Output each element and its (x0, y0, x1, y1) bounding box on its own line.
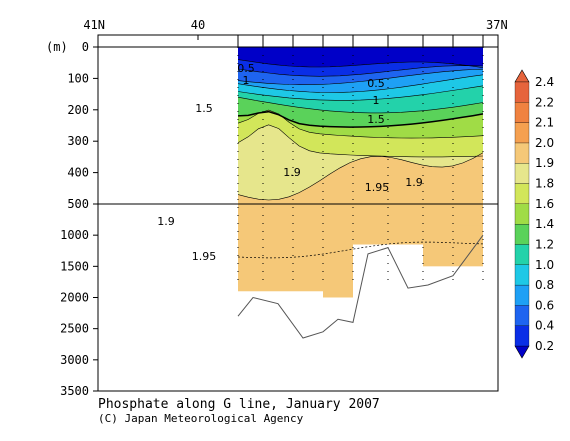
upper-band-9 (238, 124, 483, 200)
colorbar-bottom-arrow (514, 345, 530, 359)
station-markers (237, 35, 484, 286)
seafloor-line (237, 234, 484, 339)
colorbar-swatch-6 (514, 203, 530, 225)
colorbar-swatch-4 (514, 244, 530, 265)
contour-lines (237, 59, 484, 259)
contour-10 (237, 152, 484, 201)
colorbar-swatch-10 (514, 122, 530, 144)
upper-band-0 (238, 47, 483, 68)
upper-band-2 (238, 65, 483, 85)
x-axis-top: 41N 40 37N (83, 18, 508, 40)
y-unit-label: (m) (46, 40, 68, 54)
colorbar: 2.4 2.2 2.1 2.0 1.9 1.8 1.6 1.4 1.2 1.0 0.8 0.6 0.4 0… (514, 69, 554, 359)
plot-frame (97, 34, 499, 392)
contour-label-1-9-c: 1.9 (157, 215, 175, 228)
colorbar-label: 2.2 (535, 95, 554, 109)
colorbar-label: 0.4 (535, 319, 554, 333)
colorbar-swatch-1 (514, 305, 530, 326)
upper-band-7 (238, 110, 483, 139)
y-tick-label: 2500 (60, 322, 89, 336)
y-tick-label: 200 (67, 103, 89, 117)
contour-6 (237, 96, 484, 114)
colorbar-swatch-9 (514, 142, 530, 164)
contour-1 (237, 59, 484, 68)
colorbar-label: 0.6 (535, 298, 554, 312)
contour-label-0-5-b: 0.5 (367, 77, 385, 90)
colorbar-swatch-0 (514, 325, 530, 347)
y-tick-label: 100 (67, 71, 89, 85)
upper-section-field (238, 47, 483, 204)
y-tick-label: 0 (82, 40, 89, 54)
colorbar-label: 1.0 (535, 258, 554, 272)
colorbar-label: 0.8 (535, 278, 554, 292)
upper-band-10 (238, 152, 483, 204)
colorbar-swatch-11 (514, 102, 530, 123)
colorbar-label: 1.2 (535, 237, 554, 251)
lower-section-field (238, 204, 483, 298)
contour-4 (237, 74, 484, 93)
colorbar-swatch-7 (514, 183, 530, 204)
y-tick-label: 3000 (60, 353, 89, 367)
contour-9 (237, 124, 484, 158)
upper-band-3 (238, 69, 483, 93)
y-tick-label: 1500 (60, 259, 89, 273)
y-tick-label: 500 (67, 197, 89, 211)
y-tick-label: 3500 (60, 384, 89, 398)
colorbar-label: 0.2 (535, 339, 554, 353)
colorbar-label: 1.6 (535, 197, 554, 211)
y-tick-label: 2000 (60, 291, 89, 305)
contour-label-0-5-a: 0.5 (237, 62, 255, 75)
deep-block-2 (353, 204, 423, 245)
contour-label-1-b: 1 (373, 94, 380, 107)
x-tick-label: 41N (83, 18, 105, 32)
contour-label-1-95-a: 1.95 (365, 181, 390, 194)
contour-2 (237, 65, 484, 77)
colorbar-label: 2.1 (535, 116, 554, 130)
chart-title: Phosphate along G line, January 2007 (98, 397, 380, 412)
colorbar-swatch-3 (514, 264, 530, 286)
chart-credit: (C) Japan Meteorological Agency (98, 412, 304, 425)
upper-band-4 (238, 74, 483, 101)
contour-1-95-deep (237, 241, 484, 259)
colorbar-swatch-8 (514, 163, 530, 184)
colorbar-swatch-5 (514, 224, 530, 245)
contour-label-1-9-a: 1.9 (283, 166, 301, 179)
upper-band-6 (238, 97, 483, 128)
seafloor-profile (237, 234, 484, 339)
colorbar-swatch-2 (514, 284, 530, 306)
colorbar-label: 1.8 (535, 177, 554, 191)
x-tick-label: 40 (191, 18, 205, 32)
deep-block-top (453, 204, 483, 226)
y-tick-label: 300 (67, 134, 89, 148)
contour-label-1-9-b: 1.9 (405, 176, 423, 189)
deep-block-3 (423, 204, 453, 267)
y-tick-label: 400 (67, 166, 89, 180)
contour-8 (237, 109, 484, 139)
deep-block-1 (323, 204, 353, 298)
contour-7 (237, 110, 484, 128)
contour-labels: 0.511.50.511.51.91.91.91.951.95 (157, 62, 423, 263)
colorbar-swatch-12 (514, 81, 530, 103)
contour-label-1-5-b: 1.5 (367, 113, 385, 126)
contour-label-1-5-a: 1.5 (195, 102, 213, 115)
upper-band-1 (238, 59, 483, 77)
colorbar-label: 2.0 (535, 136, 554, 150)
contour-5 (237, 85, 484, 101)
y-tick-label: 1000 (60, 228, 89, 242)
colorbar-label: 2.4 (535, 75, 554, 89)
colorbar-top-arrow (514, 69, 530, 83)
colorbar-label: 1.4 (535, 217, 554, 231)
contour-label-1-a: 1 (243, 74, 250, 87)
y-axis: 0 100 200 300 400 500 1000 1500 2000 2500 3000 3500 (60, 40, 98, 398)
upper-band-5 (238, 85, 483, 113)
x-tick-label: 37N (486, 18, 508, 32)
deep-block-0 (238, 204, 323, 292)
contour-3 (237, 68, 484, 86)
colorbar-label: 1.9 (535, 156, 554, 170)
contour-label-1-95-b: 1.95 (192, 250, 217, 263)
upper-band-8 (238, 110, 483, 157)
